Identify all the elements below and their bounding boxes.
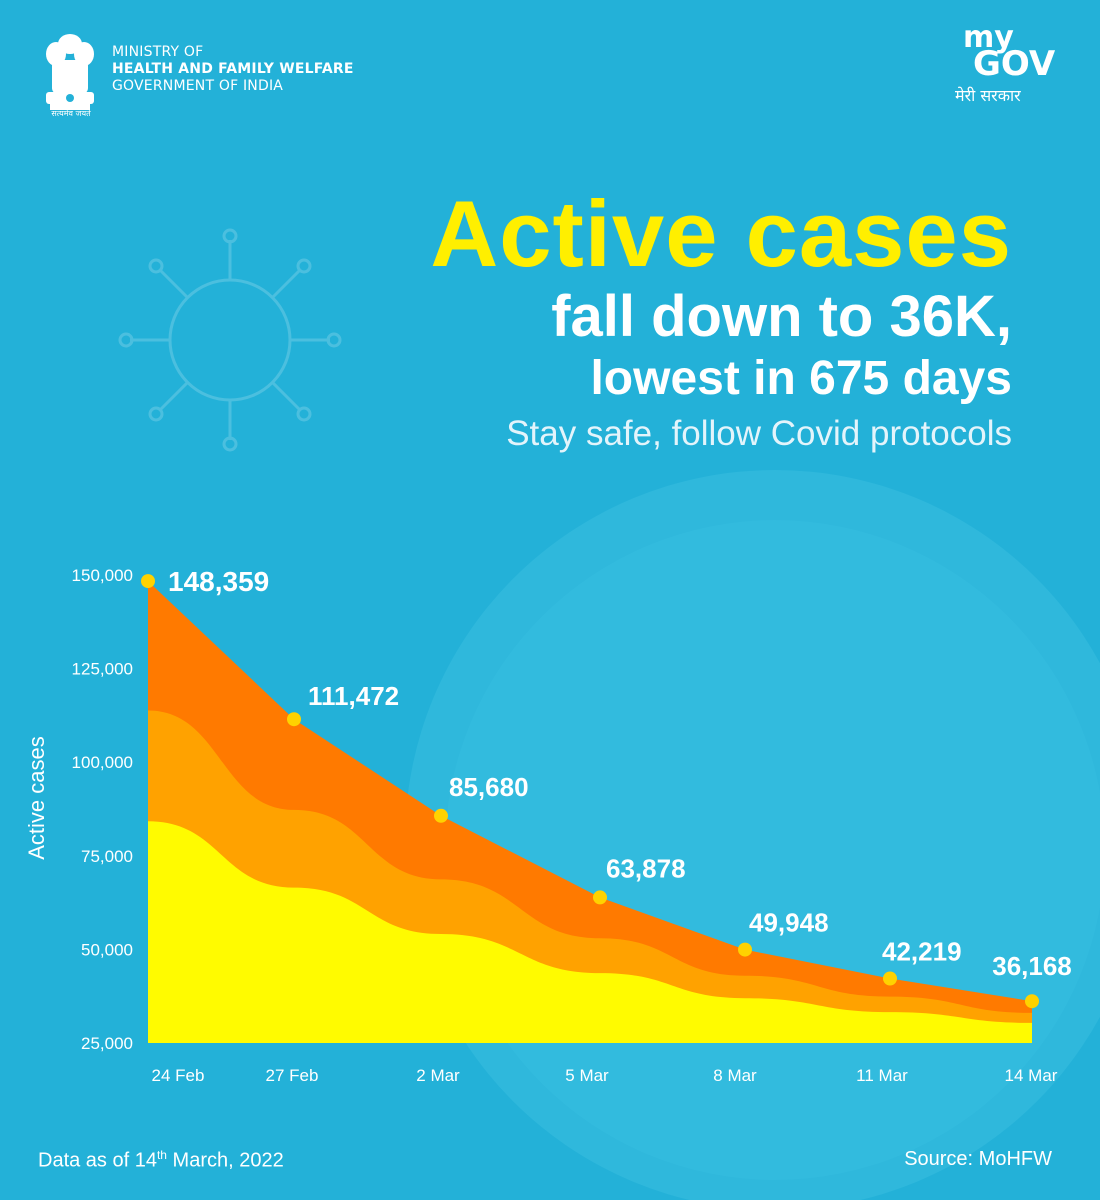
virus-icon [118,228,342,452]
headline-line-3: lowest in 675 days [590,352,1012,405]
x-tick-label: 8 Mar [713,1066,757,1085]
data-point [883,971,897,986]
data-label: 85,680 [449,772,529,802]
data-point [738,942,752,957]
y-tick-label: 50,000 [81,940,133,959]
source-note: Source: MoHFW [904,1148,1052,1170]
y-tick-label: 25,000 [81,1034,133,1053]
headline-line-4: Stay safe, follow Covid protocols [506,414,1012,453]
ministry-title: MINISTRY OF HEALTH AND FAMILY WELFARE GO… [112,44,354,95]
data-label: 111,472 [308,681,399,711]
ministry-line-3: GOVERNMENT OF INDIA [112,78,284,94]
mygov-tagline: मेरी सरकार [955,86,1021,105]
data-point [434,808,448,823]
chart-areas [148,581,1032,1043]
y-tick-label: 75,000 [81,847,133,866]
data-date-prefix: Data as of 14 [38,1149,157,1172]
headline: Active cases fall down to 36K, lowest in… [430,186,1012,460]
data-point [1025,994,1039,1009]
data-point [141,574,155,589]
data-label: 148,359 [168,566,269,597]
data-labels: 148,359 111,472 85,680 63,878 49,948 42,219 36… [168,566,1072,981]
y-tick-label: 150,000 [72,566,133,585]
x-tick-label: 11 Mar [856,1066,908,1085]
y-axis-label: Active cases [24,736,49,860]
data-date-note: Data as of 14th March, 2022 [38,1148,284,1173]
emblem-motto: सत्यमेव जयते [51,109,91,118]
mygov-my: my [963,20,1014,55]
headline-main: Active cases [430,181,1012,286]
ministry-line-1: MINISTRY OF [112,44,204,60]
data-label: 63,878 [606,853,686,883]
x-tick-label: 5 Mar [565,1066,609,1085]
data-label: 36,168 [992,951,1072,981]
x-tick-label: 2 Mar [416,1066,460,1085]
area-inner-layer [148,821,1032,1043]
data-date-suffix: March, 2022 [166,1149,284,1172]
data-date-sup: th [156,1148,167,1162]
mygov-gov: GOV [973,44,1056,84]
x-tick-label: 27 Feb [266,1066,319,1085]
data-label: 49,948 [749,908,829,938]
mygov-logo: my GOV मेरी सरकार [955,22,1065,112]
y-tick-label: 125,000 [72,660,133,679]
data-point [593,890,607,905]
headline-line-2: fall down to 36K, [551,284,1012,349]
data-points [141,574,1039,1009]
national-emblem-icon [46,34,94,110]
data-point [287,712,301,727]
y-tick-label: 100,000 [72,753,133,772]
x-tick-label: 14 Mar [1005,1066,1058,1085]
x-tick-label: 24 Feb [152,1066,205,1085]
photo-inner-circle [445,520,1100,1180]
y-axis-ticks: 25,000 50,000 75,000 100,000 125,000 150,000 [72,566,133,1053]
data-label: 42,219 [882,937,962,967]
x-axis-ticks: 24 Feb 27 Feb 2 Mar 5 Mar 8 Mar 11 Mar 14 Mar [152,1066,1058,1085]
ministry-line-2: HEALTH AND FAMILY WELFARE [112,61,354,77]
